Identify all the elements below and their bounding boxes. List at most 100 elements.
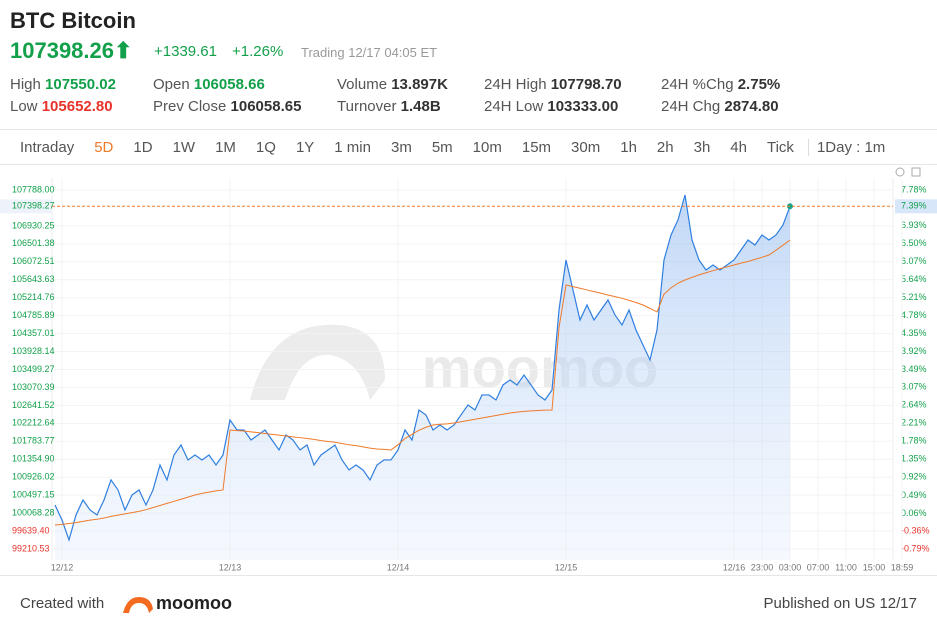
- stat-value: 105652.80: [41, 98, 113, 115]
- tabs: Intraday 5D 1D 1W 1M 1Q 1Y 1 min 3m 5m 10m 15m 30m 1h…: [0, 129, 937, 165]
- stat-value: 107798.70: [550, 76, 622, 93]
- price-value: 107398.26: [10, 38, 114, 63]
- stat-value: 13.897K: [391, 76, 448, 93]
- y2-tick-label: -0.79%: [901, 543, 930, 553]
- stat-label: 24H Chg: [661, 98, 721, 115]
- x-tick-label: 15:00: [863, 562, 886, 572]
- y-tick-label: 100926.02: [12, 472, 55, 482]
- y-tick-label: 100068.28: [12, 507, 55, 517]
- last-pct-label: 7.39%: [901, 201, 927, 211]
- y2-tick-label: 4.35%: [901, 328, 927, 338]
- y-tick-label: 102641.52: [12, 400, 55, 410]
- y2-tick-label: 6.93%: [901, 220, 927, 230]
- tab[interactable]: Tick: [766, 138, 794, 156]
- y-tick-label: 103070.39: [12, 382, 55, 392]
- x-tick-label: 12/14: [387, 562, 410, 572]
- x-tick-label: 12/12: [51, 562, 74, 572]
- last-pct-bg: [895, 199, 937, 214]
- y-tick-label: 106501.38: [12, 238, 55, 248]
- stat-label: Turnover: [337, 98, 397, 115]
- tab[interactable]: 1Y: [295, 138, 315, 156]
- tab[interactable]: 4h: [730, 138, 747, 156]
- stat: Volume 13.897K: [337, 76, 448, 93]
- tab[interactable]: 2h: [656, 138, 674, 156]
- tab[interactable]: 1Q: [255, 138, 276, 156]
- status: Trading 12/17 04:05 ET: [301, 45, 438, 60]
- tab[interactable]: Intraday: [20, 138, 75, 156]
- average-line: [54, 239, 791, 526]
- title: BTC Bitcoin: [10, 8, 136, 33]
- price-area: [55, 194, 790, 561]
- y2-tick-label: 5.21%: [901, 292, 927, 302]
- y2-tick-label: 0.92%: [901, 472, 927, 482]
- chart-tools[interactable]: [895, 167, 921, 177]
- tab[interactable]: 1M: [215, 138, 236, 156]
- published: Published on US 12/17: [763, 595, 917, 612]
- y2-tick-label: 2.21%: [901, 418, 927, 428]
- y2-tick-label: 0.49%: [901, 490, 927, 500]
- stat-value: 106058.66: [193, 76, 265, 93]
- y2-tick-label: 7.78%: [901, 184, 927, 194]
- last-label-bg: [0, 199, 52, 214]
- tab[interactable]: 1W: [172, 138, 196, 156]
- stat: Open 106058.66: [153, 76, 265, 93]
- stat-label: 24H High: [484, 76, 547, 93]
- y-tick-label: 103499.27: [12, 364, 55, 374]
- tab[interactable]: 15m: [521, 138, 552, 156]
- stat: 24H High 107798.70: [484, 76, 622, 93]
- tab[interactable]: 30m: [571, 138, 601, 156]
- y2-tick-label: 3.07%: [901, 382, 927, 392]
- y2-tick-label: -0.36%: [901, 525, 930, 535]
- y-tick-label: 99639.40: [12, 525, 50, 535]
- y-tick-label: 99210.53: [12, 543, 50, 553]
- y2-tick-label: 6.50%: [901, 238, 927, 248]
- y2-tick-label: 5.64%: [901, 274, 927, 284]
- x-tick-label: 03:00: [779, 562, 802, 572]
- y2-tick-label: 1.35%: [901, 454, 927, 464]
- y-tick-label: 101354.90: [12, 454, 55, 464]
- tab[interactable]: 5m: [431, 138, 453, 156]
- y-tick-label: 104357.01: [12, 328, 55, 338]
- y2-tick-label: 3.49%: [901, 364, 927, 374]
- tab[interactable]: 1D: [133, 138, 153, 156]
- x-tick-label: 12/13: [219, 562, 242, 572]
- tab[interactable]: 1h: [620, 138, 637, 156]
- tab[interactable]: 10m: [472, 138, 502, 156]
- created-with: Created with: [20, 595, 105, 612]
- x-tick-label: 12/16: [723, 562, 746, 572]
- stat: 24H %Chg 2.75%: [661, 76, 780, 93]
- y-tick-label: 104785.89: [12, 310, 55, 320]
- stat-label: 24H %Chg: [661, 76, 734, 93]
- stat-label: Open: [153, 76, 190, 93]
- y-tick-label: 103928.14: [12, 346, 55, 356]
- y-tick-label: 107788.00: [12, 184, 55, 194]
- stat-value: 106058.65: [230, 98, 302, 115]
- x-tick-label: 23:00: [751, 562, 774, 572]
- y-tick-label: 105643.63: [12, 274, 55, 284]
- chart: moomoo 107788.00106930.25106501.38106072…: [0, 167, 937, 572]
- up-arrow: ⬆: [114, 38, 133, 63]
- y2-tick-label: 0.06%: [901, 508, 927, 518]
- y2-tick-label: 2.64%: [901, 400, 927, 410]
- tab[interactable]: 3h: [693, 138, 711, 156]
- price-line: [54, 194, 791, 542]
- change-pct: +1.26%: [232, 43, 284, 60]
- x-tick-label: 12/15: [555, 562, 578, 572]
- stat-value: 2874.80: [724, 98, 779, 115]
- y-tick-label: 106072.51: [12, 256, 55, 266]
- tab[interactable]: 3m: [390, 138, 412, 156]
- stat-label: Low: [10, 98, 38, 115]
- interval[interactable]: 1Day : 1m: [807, 138, 885, 156]
- y2-tick-label: 1.78%: [901, 436, 927, 446]
- stat-label: High: [10, 76, 41, 93]
- x-tick-label: 18:59: [891, 562, 914, 572]
- stat-value: 103333.00: [547, 98, 619, 115]
- stat-label: 24H Low: [484, 98, 544, 115]
- brand: moomoo: [156, 593, 232, 613]
- stat: 24H Low 103333.00: [484, 98, 618, 115]
- tab[interactable]: 5D: [94, 138, 114, 156]
- y-tick-label: 101783.77: [12, 436, 55, 446]
- y-tick-label: 102212.64: [12, 418, 55, 428]
- tab[interactable]: 1 min: [334, 138, 371, 156]
